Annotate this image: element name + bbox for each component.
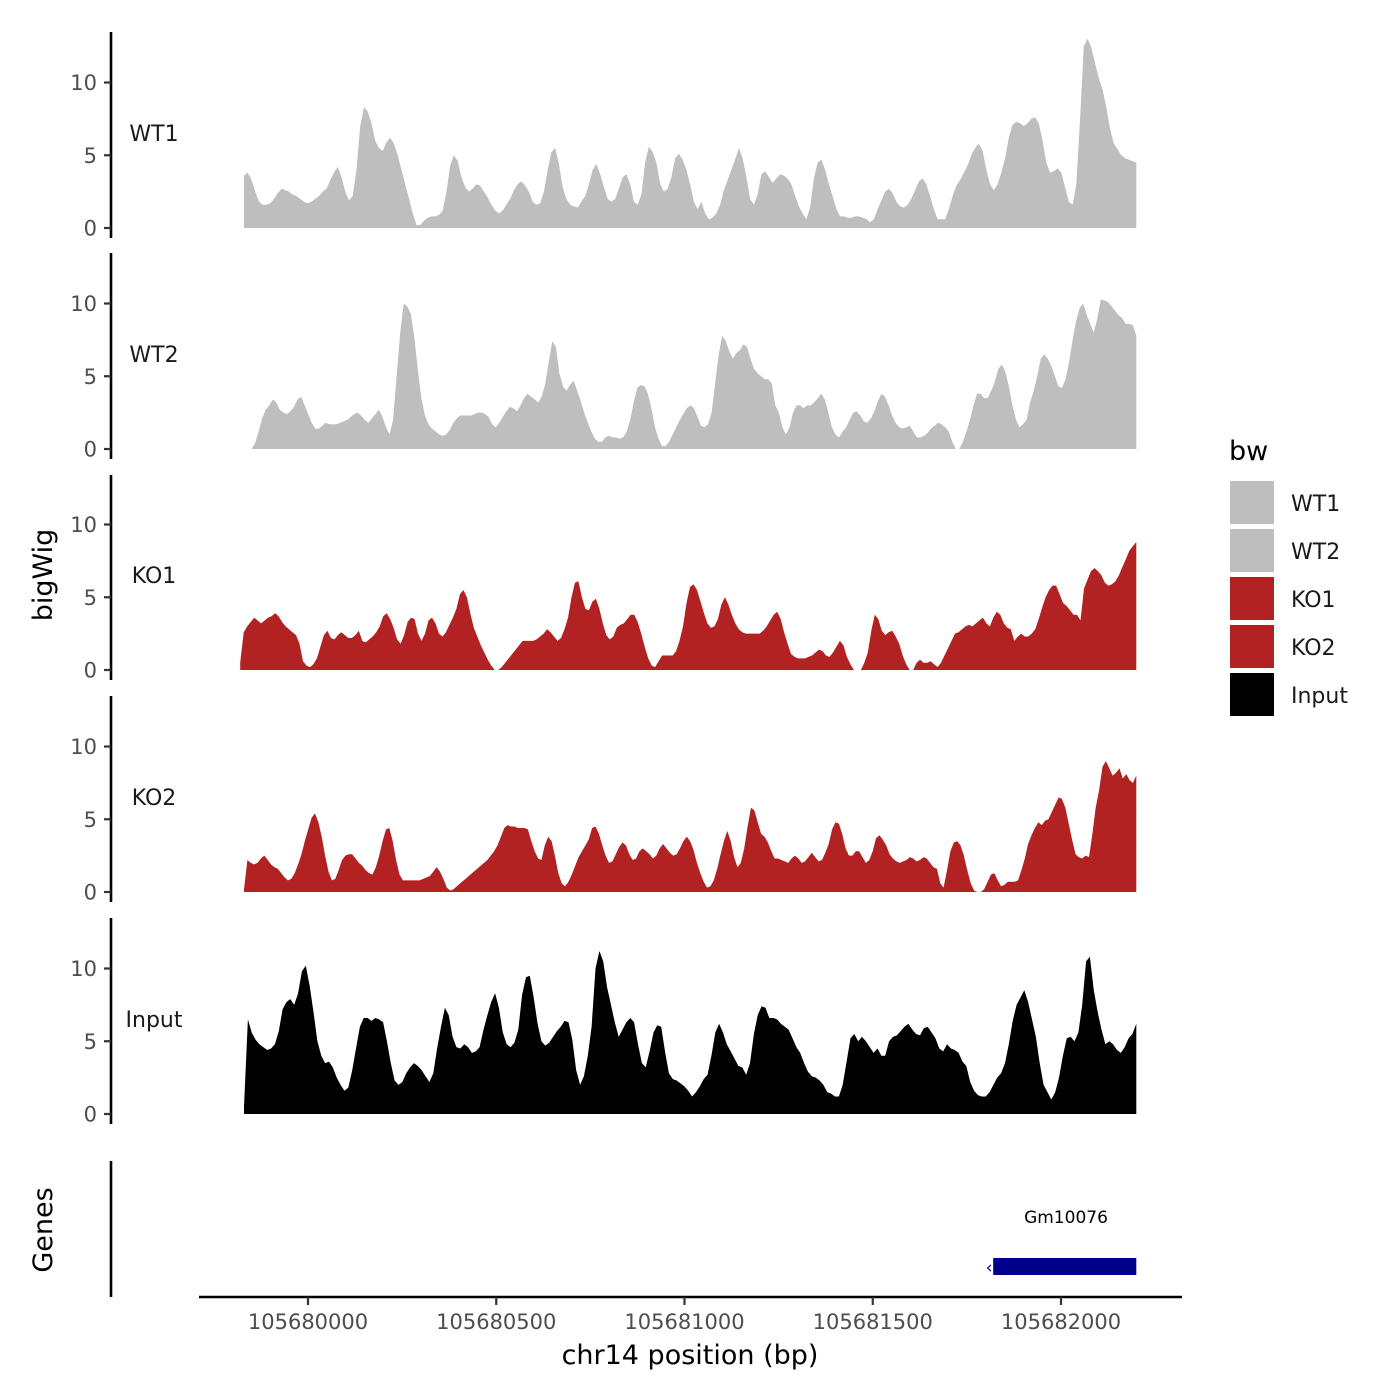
signal-area-input	[244, 951, 1137, 1114]
legend-label: KO1	[1291, 588, 1336, 613]
track-ko1: 0 5 10 KO1	[70, 475, 1137, 683]
gene-strand-arrow-icon: ‹	[986, 1258, 993, 1278]
y-tick-label: 5	[84, 1030, 97, 1054]
track-label: WT2	[129, 343, 178, 368]
genes-axis-title: Genes	[28, 1187, 59, 1272]
legend-label: WT2	[1291, 540, 1340, 565]
track-input: 0 5 10 Input	[70, 918, 1137, 1127]
gene-panel: Gm10076 ‹	[109, 1161, 1137, 1297]
legend-label: WT1	[1291, 492, 1340, 517]
legend-key-wt1	[1230, 481, 1274, 524]
y-tick-label: 0	[84, 438, 97, 462]
track-label: KO2	[132, 786, 177, 811]
track-ko2: 0 5 10 KO2	[70, 696, 1137, 905]
track-wt1: 0 5 10 WT1	[70, 32, 1137, 241]
signal-area-wt1	[244, 38, 1137, 228]
y-tick-label: 5	[84, 586, 97, 610]
legend-title: bw	[1229, 436, 1268, 467]
signal-area-ko2	[244, 761, 1137, 892]
track-label: KO1	[132, 564, 177, 589]
y-axis-title: bigWig	[28, 529, 59, 622]
x-axis-title: chr14 position (bp)	[562, 1340, 819, 1371]
legend-label: Input	[1291, 684, 1348, 709]
legend-key-wt2	[1230, 529, 1274, 572]
track-wt2: 0 5 10 WT2	[70, 253, 1137, 462]
y-tick-label: 5	[84, 808, 97, 832]
x-tick-label: 105682000	[1001, 1310, 1121, 1334]
signal-area-ko1	[240, 542, 1137, 670]
x-tick-label: 105680000	[248, 1310, 368, 1334]
gene-body	[993, 1258, 1137, 1275]
track-label: Input	[126, 1008, 183, 1033]
y-tick-label: 10	[70, 513, 97, 537]
legend-key-ko2	[1230, 625, 1274, 668]
y-tick-label: 0	[84, 659, 97, 683]
x-axis: 105680000 105680500 105681000 105681500 1056…	[199, 1295, 1182, 1334]
x-tick-label: 105681000	[624, 1310, 744, 1334]
y-tick-label: 5	[84, 365, 97, 389]
y-tick-label: 10	[70, 292, 97, 316]
signal-tracks: 0 5 10 WT1 0 5 10 WT2 0 5 10 KO1 0 5 10 KO2 0 5 10 Input	[70, 32, 1137, 1127]
gene-label: Gm10076	[1024, 1208, 1108, 1228]
legend-key-input	[1230, 673, 1274, 716]
x-tick-label: 105680500	[436, 1310, 556, 1334]
y-tick-label: 10	[70, 735, 97, 759]
y-tick-label: 0	[84, 217, 97, 241]
y-tick-label: 0	[84, 881, 97, 905]
y-tick-label: 10	[70, 71, 97, 95]
y-tick-label: 0	[84, 1103, 97, 1127]
track-label: WT1	[129, 122, 178, 147]
legend-label: KO2	[1291, 636, 1336, 661]
legend: bw WT1 WT2 KO1 KO2 Input	[1229, 436, 1348, 716]
legend-key-ko1	[1230, 577, 1274, 620]
y-tick-label: 5	[84, 144, 97, 168]
signal-area-wt2	[251, 299, 1137, 449]
x-tick-label: 105681500	[813, 1310, 933, 1334]
y-tick-label: 10	[70, 957, 97, 981]
